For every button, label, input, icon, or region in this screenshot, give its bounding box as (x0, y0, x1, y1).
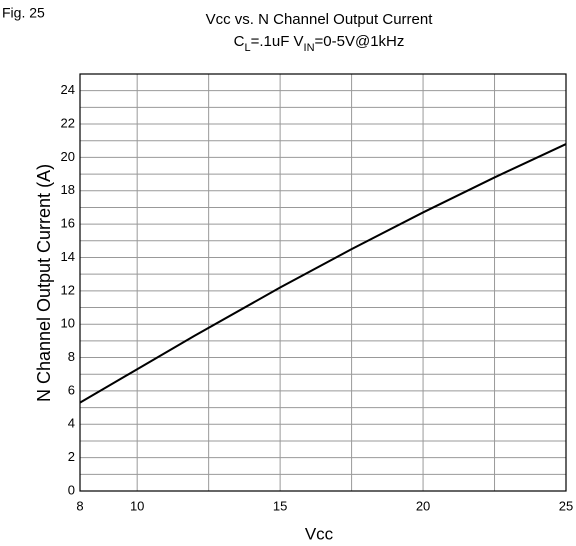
y-tick-label: 2 (68, 449, 75, 464)
data-line (79, 143, 567, 404)
x-tick-label: 15 (273, 498, 287, 513)
subtitle-part: C (234, 33, 245, 50)
plot-frame (79, 73, 567, 492)
subtitle-part: =0-5V@1kHz (315, 33, 405, 50)
y-tick-label: 16 (61, 216, 75, 231)
y-tick-label: 24 (61, 82, 75, 97)
subtitle-part: =.1uF V (251, 33, 304, 50)
y-tick-label: 10 (61, 316, 75, 331)
figure-label: Fig. 25 (2, 5, 45, 21)
x-axis-label: Vcc (305, 524, 334, 543)
y-tick-label: 8 (68, 349, 75, 364)
x-tick-label: 8 (76, 498, 83, 513)
chart-subtitle: CL=.1uF VIN=0-5V@1kHz (234, 33, 405, 54)
y-tick-label: 22 (61, 115, 75, 130)
y-axis-label: N Channel Output Current (A) (34, 164, 54, 402)
x-tick-label: 20 (416, 498, 430, 513)
y-tick-label: 0 (68, 482, 75, 497)
x-tick-label: 10 (130, 498, 144, 513)
y-tick-label: 14 (61, 249, 75, 264)
subtitle-part: IN (304, 42, 315, 54)
y-tick-label: 6 (68, 382, 75, 397)
subtitle-part: L (244, 42, 250, 54)
y-tick-label: 4 (68, 416, 75, 431)
y-tick-label: 12 (61, 282, 75, 297)
x-tick-label: 25 (559, 498, 573, 513)
y-tick-label: 18 (61, 182, 75, 197)
chart-title: Vcc vs. N Channel Output Current (206, 11, 434, 28)
y-tick-label: 20 (61, 149, 75, 164)
